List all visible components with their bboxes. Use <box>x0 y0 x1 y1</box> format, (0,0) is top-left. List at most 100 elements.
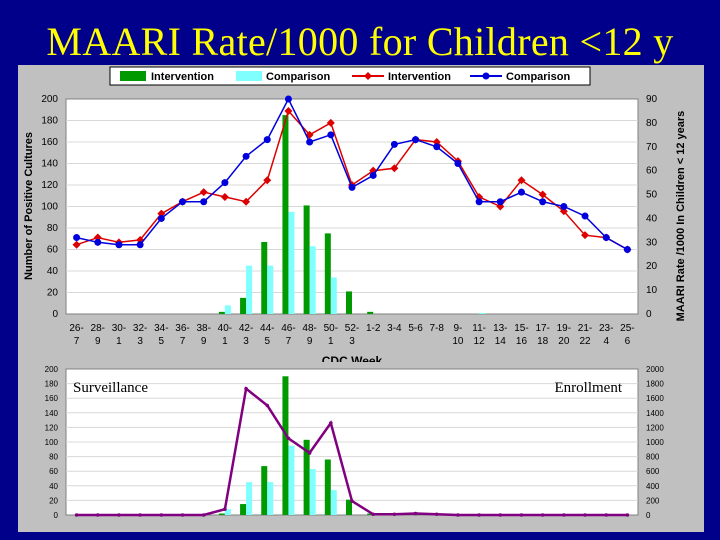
x-tick-label: 25- <box>620 323 634 334</box>
enrollment-label: Enrollment <box>555 380 623 396</box>
point-comparison-17 <box>433 143 441 151</box>
point-comparison-21 <box>517 188 525 196</box>
x-tick-label: 6 <box>625 336 631 347</box>
slide-title: MAARI Rate/1000 for Children <12 y <box>46 19 674 64</box>
point-comparison-6 <box>200 198 208 206</box>
point-enrollment-19 <box>477 513 481 517</box>
bar-intervention-13 <box>346 499 352 515</box>
point-comparison-2 <box>115 241 123 249</box>
point-enrollment-9 <box>265 403 270 408</box>
bar-intervention-10 <box>282 115 289 314</box>
point-enrollment-21 <box>519 513 524 517</box>
y2-tick-label: 60 <box>646 166 658 177</box>
y-tick-label: 200 <box>45 365 59 374</box>
bar-intervention-12 <box>324 459 331 515</box>
y2-axis-title: MAARI Rate /1000 In Children < 12 years <box>675 111 687 322</box>
x-tick-label: 15- <box>514 323 528 334</box>
y-tick-label: 80 <box>47 223 59 234</box>
x-tick-label: 5-6 <box>408 323 423 334</box>
x-tick-label: 40- <box>218 323 232 334</box>
y2-tick-label: 80 <box>646 118 658 129</box>
surveillance-label: Surveillance <box>73 380 148 396</box>
point-enrollment-4 <box>159 513 164 517</box>
x-tick-label: 18 <box>537 336 549 347</box>
bar-comparison-12 <box>330 277 337 314</box>
y-axis-title: Number of Positive Cultures <box>23 132 35 280</box>
y2-tick-label: 2000 <box>646 365 664 374</box>
x-tick-label: 14 <box>495 336 507 347</box>
bar-comparison-7 <box>224 509 231 515</box>
point-comparison-11 <box>306 138 314 146</box>
bar-intervention-12 <box>324 233 331 314</box>
legend-comparison-marker <box>482 72 490 80</box>
x-tick-label: 9- <box>453 323 462 334</box>
x-tick-label: 1 <box>116 336 122 347</box>
point-comparison-4 <box>157 214 165 222</box>
legend-swatch-intervention-bar <box>120 71 146 81</box>
x-tick-label: 12 <box>474 336 486 347</box>
y2-tick-label: 90 <box>646 94 658 105</box>
x-tick-label: 9 <box>307 336 313 347</box>
y-tick-label: 0 <box>54 511 59 520</box>
y-tick-label: 160 <box>41 137 58 148</box>
point-intervention-12 <box>326 118 335 127</box>
point-enrollment-8 <box>244 386 248 391</box>
x-tick-label: 9 <box>95 336 101 347</box>
legend-comparison-bar: Comparison <box>266 71 330 83</box>
point-enrollment-17 <box>434 512 439 517</box>
point-comparison-8 <box>242 152 250 160</box>
y2-tick-label: 800 <box>646 453 660 462</box>
x-tick-label: 1-2 <box>366 323 381 334</box>
point-comparison-19 <box>475 198 483 206</box>
point-comparison-20 <box>496 198 504 206</box>
point-comparison-7 <box>221 179 229 187</box>
x-tick-label: 3 <box>137 336 143 347</box>
point-intervention-9 <box>263 176 272 185</box>
y-tick-label: 40 <box>49 482 58 491</box>
y2-tick-label: 40 <box>646 213 658 224</box>
bar-intervention-11 <box>303 439 310 515</box>
y2-tick-label: 600 <box>646 467 660 476</box>
x-tick-label: 36- <box>175 323 189 334</box>
point-enrollment-24 <box>583 513 587 517</box>
x-tick-label: 50- <box>324 323 338 334</box>
bar-intervention-9 <box>261 241 268 314</box>
point-comparison-23 <box>560 203 568 210</box>
x-tick-label: 5 <box>159 336 165 347</box>
point-enrollment-2 <box>117 513 121 517</box>
y2-tick-label: 70 <box>646 142 658 153</box>
x-tick-label: 3-4 <box>387 323 402 334</box>
y-tick-label: 180 <box>41 116 58 127</box>
y-tick-label: 60 <box>47 245 59 256</box>
x-tick-label: 1 <box>328 336 334 347</box>
x-tick-label: 1 <box>222 336 228 347</box>
x-tick-label: 3 <box>243 336 249 347</box>
bar-comparison-7 <box>224 305 231 314</box>
y2-tick-label: 10 <box>646 285 658 296</box>
x-tick-label: 46- <box>281 323 295 334</box>
point-enrollment-0 <box>74 513 79 517</box>
point-intervention-22 <box>538 190 547 199</box>
x-tick-label: 7-8 <box>430 323 445 334</box>
bar-intervention-14 <box>367 311 374 314</box>
point-intervention-15 <box>390 164 399 173</box>
bar-comparison-10 <box>288 211 295 314</box>
point-enrollment-11 <box>307 451 312 455</box>
point-comparison-22 <box>539 198 547 206</box>
x-tick-label: 42- <box>239 323 253 334</box>
x-tick-label: 9 <box>201 336 207 347</box>
point-comparison-0 <box>73 234 81 242</box>
y-tick-label: 100 <box>45 438 59 447</box>
point-enrollment-16 <box>413 511 418 516</box>
x-tick-label: 23- <box>599 323 613 334</box>
point-comparison-15 <box>390 140 398 148</box>
x-tick-label: 11- <box>472 323 486 334</box>
point-enrollment-12 <box>329 421 333 425</box>
bar-intervention-8 <box>240 297 247 314</box>
y2-tick-label: 0 <box>646 511 651 520</box>
x-tick-label: 3 <box>349 336 355 347</box>
point-enrollment-14 <box>371 512 375 517</box>
legend-intervention-marker <box>364 72 372 80</box>
bar-comparison-11 <box>309 246 316 314</box>
